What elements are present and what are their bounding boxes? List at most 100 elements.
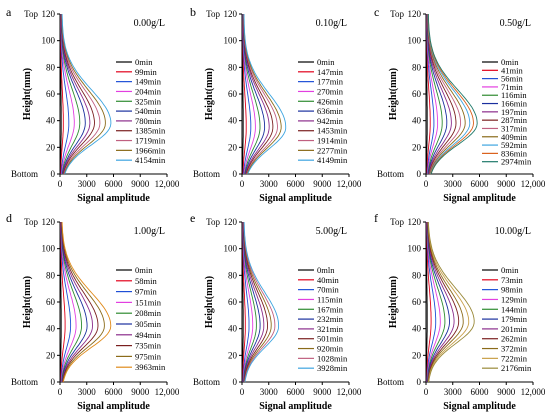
- x-axis-title: Signal amplitude: [443, 193, 516, 204]
- concentration-label: 0.50g/L: [500, 18, 531, 29]
- series-line-735min: [61, 222, 99, 383]
- legend-label: 0min: [135, 57, 153, 67]
- x-tick-label: 3000: [78, 387, 97, 397]
- y-axis-title: Height(mm): [388, 68, 399, 120]
- panel-d: d 0 20 40 60 80 100 120 0 3000 6000 9000 12,000 Top Bo…: [6, 211, 180, 412]
- panel-letter: d: [6, 211, 12, 225]
- x-axis-title: Signal amplitude: [77, 193, 150, 204]
- x-tick-label: 12,000: [337, 387, 362, 397]
- y-tick-label: 40: [228, 324, 238, 334]
- legend-label: 56min: [501, 74, 523, 84]
- legend-label: 372min: [501, 344, 528, 354]
- y-tick-label: 20: [228, 142, 238, 152]
- legend-label: 305min: [135, 319, 162, 329]
- legend-label: 99min: [135, 67, 157, 77]
- legend-label: 722min: [501, 353, 528, 363]
- x-tick-label: 3000: [444, 387, 463, 397]
- bottom-label: Bottom: [193, 377, 220, 387]
- legend-label: 201min: [501, 324, 528, 334]
- top-label: Top: [390, 9, 404, 19]
- bottom-label: Bottom: [193, 169, 220, 179]
- x-tick-label: 6000: [105, 387, 124, 397]
- y-tick-label: 60: [412, 297, 422, 307]
- y-tick-label: 20: [228, 350, 238, 360]
- legend-label: 144min: [501, 304, 528, 314]
- x-tick-label: 0: [240, 179, 245, 189]
- series-line-722min: [427, 221, 470, 383]
- legend-label: 325min: [135, 96, 162, 106]
- legend-label: 735min: [135, 341, 162, 351]
- top-label: Top: [206, 9, 220, 19]
- y-tick-label: 40: [228, 116, 238, 126]
- x-axis-title: Signal amplitude: [259, 401, 332, 412]
- x-tick-label: 12,000: [337, 179, 362, 189]
- x-tick-label: 9000: [313, 179, 332, 189]
- y-tick-label: 60: [228, 297, 238, 307]
- legend-label: 0min: [135, 265, 153, 275]
- legend-label: 197min: [501, 107, 528, 117]
- legend-label: 1028min: [317, 353, 348, 363]
- y-tick-label: 0: [51, 169, 56, 179]
- legend-label: 40min: [317, 275, 339, 285]
- x-tick-label: 9000: [313, 387, 332, 397]
- legend-label: 1385min: [135, 126, 166, 136]
- y-tick-label: 40: [412, 116, 422, 126]
- legend-label: 1719min: [135, 136, 166, 146]
- series-line-317min: [427, 14, 462, 175]
- y-tick-label: 80: [228, 270, 238, 280]
- top-label: Top: [24, 217, 38, 227]
- top-label: Top: [206, 217, 220, 227]
- y-tick-label: 120: [42, 9, 56, 19]
- legend-label: 147min: [317, 67, 344, 77]
- y-axis-title: Height(mm): [388, 276, 399, 328]
- legend-label: 920min: [317, 344, 344, 354]
- x-tick-label: 6000: [471, 387, 490, 397]
- y-tick-label: 80: [46, 62, 56, 72]
- x-tick-label: 9000: [131, 179, 150, 189]
- series-line-144min: [426, 222, 446, 383]
- legend-label: 540min: [135, 106, 162, 116]
- legend-label: 317min: [501, 123, 528, 133]
- y-tick-label: 20: [412, 350, 422, 360]
- series-line-98min: [426, 222, 437, 382]
- x-tick-label: 12,000: [521, 179, 546, 189]
- y-axis-title: Height(mm): [204, 276, 215, 328]
- y-axis-title: Height(mm): [204, 68, 215, 120]
- series-line-780min: [61, 14, 91, 175]
- panel-letter: e: [190, 211, 195, 225]
- x-tick-label: 9000: [497, 387, 516, 397]
- x-tick-label: 0: [58, 387, 63, 397]
- y-tick-label: 60: [228, 89, 238, 99]
- y-tick-label: 80: [228, 62, 238, 72]
- legend-label: 636min: [317, 106, 344, 116]
- x-tick-label: 0: [240, 387, 245, 397]
- legend-label: 501min: [317, 334, 344, 344]
- x-axis-title: Signal amplitude: [77, 401, 150, 412]
- legend-label: 262min: [501, 334, 528, 344]
- series-line-197min: [427, 14, 452, 175]
- concentration-label: 10.00g/L: [495, 226, 531, 237]
- panel-letter: f: [374, 211, 378, 225]
- y-tick-label: 40: [412, 324, 422, 334]
- x-axis-title: Signal amplitude: [443, 401, 516, 412]
- legend-label: 426min: [317, 96, 344, 106]
- x-tick-label: 6000: [287, 179, 306, 189]
- x-tick-label: 3000: [444, 179, 463, 189]
- panel-c: c 0 20 40 60 80 100 120 0 3000 6000 9000 12,000 Top Bo…: [374, 5, 546, 204]
- x-tick-label: 9000: [131, 387, 150, 397]
- y-axis-title: Height(mm): [22, 276, 33, 328]
- panel-letter: b: [190, 5, 196, 19]
- legend-label: 149min: [135, 77, 162, 87]
- series-line-494min: [61, 222, 93, 383]
- legend-label: 73min: [501, 275, 523, 285]
- y-tick-label: 20: [46, 142, 56, 152]
- x-tick-label: 9000: [497, 179, 516, 189]
- y-tick-label: 0: [417, 169, 422, 179]
- series-line-262min: [427, 221, 460, 383]
- legend-label: 942min: [317, 116, 344, 126]
- x-tick-label: 12,000: [521, 387, 546, 397]
- y-tick-label: 100: [408, 244, 422, 254]
- legend-label: 780min: [135, 116, 162, 126]
- legend-label: 166min: [501, 99, 528, 109]
- legend-label: 494min: [135, 330, 162, 340]
